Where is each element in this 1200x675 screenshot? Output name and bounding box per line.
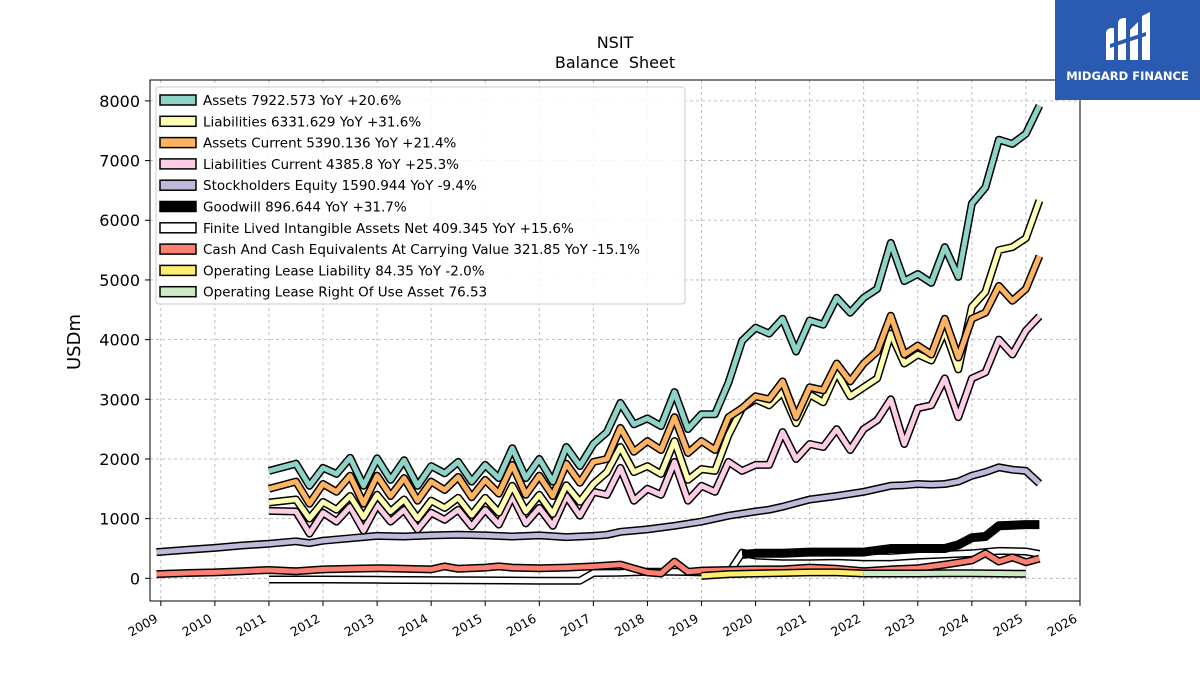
x-tick-label: 2018 [612, 611, 647, 640]
legend-swatch [159, 222, 197, 234]
y-tick-label: 0 [130, 569, 140, 588]
series-line [863, 570, 1026, 577]
x-tick-label: 2023 [882, 611, 917, 640]
x-tick-label: 2015 [450, 611, 485, 640]
series-line [268, 199, 1042, 522]
legend-swatch [159, 285, 197, 298]
y-tick-label: 5000 [99, 271, 140, 290]
legend-entry: Operating Lease Liability 84.35 YoY -2.0… [203, 263, 485, 279]
x-tick-label: 2014 [396, 611, 431, 640]
legend-entry: Operating Lease Right Of Use Asset 76.53 [203, 285, 487, 301]
legend-swatch [159, 136, 197, 149]
series-line [701, 569, 864, 579]
y-axis-label: USDm [64, 314, 85, 370]
legend-swatch [159, 158, 197, 170]
x-tick-label: 2025 [990, 611, 1025, 640]
x-tick-label: 2010 [179, 611, 214, 640]
legend-swatch [159, 264, 197, 277]
legend-entry: Goodwill 896.644 YoY +31.7% [203, 200, 407, 216]
legend-entry: Stockholders Equity 1590.944 YoY -9.4% [203, 178, 477, 194]
x-tick-label: 2013 [342, 611, 377, 640]
x-tick-label: 2017 [558, 611, 593, 640]
series-line [268, 314, 1042, 537]
legend: Assets 7922.573 YoY +20.6% Liabilities 63… [155, 86, 686, 305]
y-tick-label: 6000 [99, 211, 140, 230]
y-tick-label: 4000 [99, 331, 140, 350]
chart-subtitle: Balance Sheet [555, 53, 675, 72]
y-tick-label: 7000 [99, 152, 140, 171]
legend-swatch [159, 200, 197, 213]
legend-swatch [159, 179, 197, 191]
legend-entry: Finite Lived Intangible Assets Net 409.3… [203, 221, 574, 237]
brand-name: MIDGARD FINANCE [1066, 69, 1189, 83]
brand-logo: MIDGARD FINANCE [1055, 0, 1200, 100]
brand-logo-icon [1106, 12, 1150, 60]
legend-entry: Liabilities 6331.629 YoY +31.6% [203, 114, 421, 130]
x-tick-label: 2012 [287, 611, 322, 640]
plot-frame [149, 79, 1081, 602]
y-tick-label: 1000 [99, 510, 140, 529]
series-lines [156, 103, 1044, 585]
x-tick-label: 2009 [125, 611, 160, 640]
legend-swatch [159, 115, 197, 128]
series-line [268, 255, 1042, 507]
x-tick-label: 2024 [936, 611, 971, 640]
legend-entry: Assets Current 5390.136 YoY +21.4% [203, 136, 457, 152]
legend-entry: Liabilities Current 4385.8 YoY +25.3% [203, 157, 459, 173]
series-line [156, 464, 1042, 555]
legend-entry: Assets 7922.573 YoY +20.6% [203, 93, 402, 109]
legend-entry: Cash And Cash Equivalents At Carrying Va… [203, 242, 640, 258]
x-tick-label: 2026 [1044, 611, 1079, 640]
legend-swatch [159, 94, 197, 106]
series-line [268, 104, 1042, 489]
x-tick-label: 2019 [666, 611, 701, 640]
series-outline [741, 520, 1040, 559]
y-tick-label: 2000 [99, 450, 140, 469]
x-tick-label: 2016 [504, 611, 539, 640]
legend-swatch [159, 243, 197, 255]
series-line [156, 550, 1041, 577]
x-tick-label: 2011 [233, 611, 268, 640]
x-tick-label: 2021 [774, 611, 809, 640]
x-tick-label: 2022 [828, 611, 863, 640]
series-line [269, 548, 1040, 584]
y-tick-label: 3000 [99, 390, 140, 409]
x-tick-label: 2020 [720, 611, 755, 640]
y-tick-label: 8000 [99, 92, 140, 111]
chart-title: NSIT [597, 33, 634, 52]
legend-box [155, 86, 686, 305]
